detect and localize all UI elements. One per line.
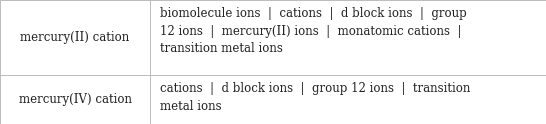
Text: biomolecule ions  |  cations  |  d block ions  |  group
12 ions  |  mercury(II) : biomolecule ions | cations | d block ion…	[160, 7, 467, 55]
Text: cations  |  d block ions  |  group 12 ions  |  transition
metal ions: cations | d block ions | group 12 ions |…	[160, 82, 470, 113]
Text: mercury(II) cation: mercury(II) cation	[20, 31, 130, 44]
Text: mercury(IV) cation: mercury(IV) cation	[19, 93, 132, 106]
